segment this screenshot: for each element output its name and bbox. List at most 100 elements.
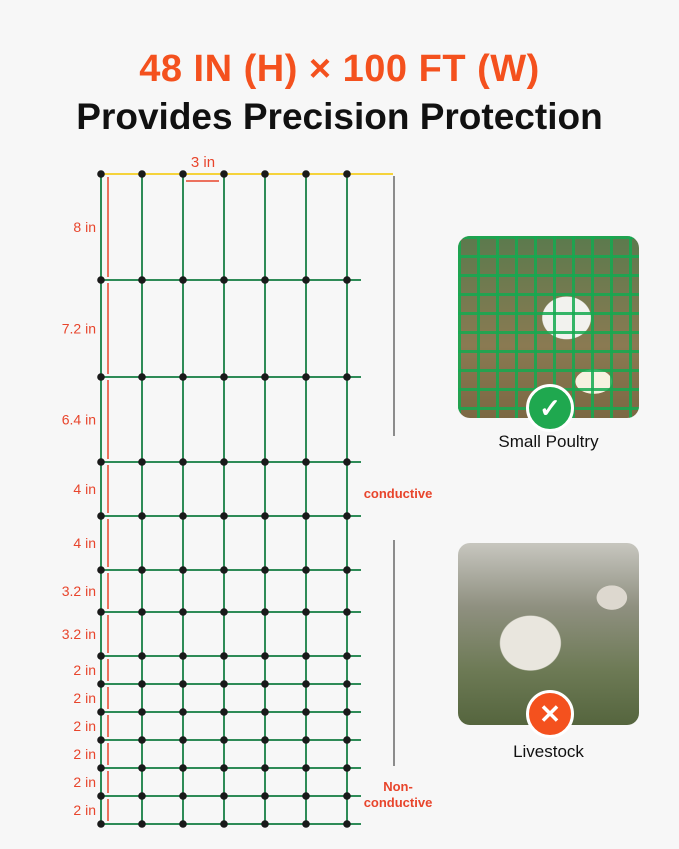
knot — [179, 276, 187, 284]
row-spacing-label: 3.2 in — [62, 583, 96, 599]
knot — [261, 512, 269, 520]
knot — [220, 373, 228, 381]
knot — [302, 652, 310, 660]
knot — [179, 652, 187, 660]
knot — [343, 608, 351, 616]
knot — [220, 708, 228, 716]
row-spacing-label: 2 in — [73, 690, 96, 706]
knot — [343, 512, 351, 520]
knot — [97, 170, 105, 178]
knot — [343, 170, 351, 178]
knot — [343, 373, 351, 381]
knot — [97, 764, 105, 772]
knot — [302, 792, 310, 800]
row-spacing-label: 7.2 in — [62, 321, 96, 337]
knot — [302, 736, 310, 744]
knot — [261, 708, 269, 716]
livestock-label: Livestock — [513, 742, 584, 761]
knot — [179, 764, 187, 772]
knot — [261, 792, 269, 800]
knot — [97, 512, 105, 520]
knot — [138, 764, 146, 772]
knot — [343, 458, 351, 466]
knot — [179, 708, 187, 716]
knot — [261, 608, 269, 616]
row-spacing-label: 2 in — [73, 774, 96, 790]
knot — [261, 373, 269, 381]
knot — [179, 608, 187, 616]
subtitle: Provides Precision Protection — [76, 96, 603, 137]
knot — [179, 512, 187, 520]
row-spacing-label: 4 in — [73, 481, 96, 497]
knot — [97, 680, 105, 688]
knot — [179, 566, 187, 574]
knot — [179, 458, 187, 466]
knot — [97, 373, 105, 381]
knot — [261, 566, 269, 574]
knot — [138, 170, 146, 178]
knot — [138, 680, 146, 688]
knot — [220, 566, 228, 574]
non-conductive-label: Non- — [383, 779, 413, 794]
row-spacing-label: 2 in — [73, 718, 96, 734]
conductive-label: conductive — [364, 486, 433, 501]
check-icon: ✓ — [526, 384, 574, 432]
knot — [138, 608, 146, 616]
knot — [138, 512, 146, 520]
knot — [220, 680, 228, 688]
non-conductive-label: conductive — [364, 795, 433, 810]
poultry-label: Small Poultry — [498, 432, 599, 451]
column-spacing-label: 3 in — [191, 154, 215, 171]
knot — [302, 373, 310, 381]
knot — [138, 736, 146, 744]
knot — [302, 566, 310, 574]
row-spacing-label: 3.2 in — [62, 626, 96, 642]
knot — [220, 764, 228, 772]
knot — [261, 736, 269, 744]
knot — [138, 566, 146, 574]
knot — [261, 820, 269, 828]
knot — [220, 276, 228, 284]
knot — [261, 680, 269, 688]
knot — [138, 373, 146, 381]
knot — [97, 608, 105, 616]
knot — [302, 512, 310, 520]
knot — [302, 764, 310, 772]
knot — [302, 608, 310, 616]
knot — [302, 708, 310, 716]
knot — [220, 820, 228, 828]
row-spacing-label: 2 in — [73, 662, 96, 678]
knot — [343, 708, 351, 716]
knot — [220, 458, 228, 466]
row-spacing-label: 8 in — [73, 219, 96, 235]
knot — [343, 652, 351, 660]
knot — [179, 170, 187, 178]
knot — [302, 680, 310, 688]
knot — [97, 820, 105, 828]
knot — [97, 458, 105, 466]
knot — [261, 170, 269, 178]
knot — [220, 608, 228, 616]
knot — [343, 820, 351, 828]
row-spacing-label: 2 in — [73, 746, 96, 762]
knot — [220, 736, 228, 744]
knot — [138, 652, 146, 660]
cross-icon: ✕ — [526, 690, 574, 738]
knot — [97, 652, 105, 660]
knot — [138, 276, 146, 284]
knot — [179, 820, 187, 828]
knot — [343, 276, 351, 284]
knot — [179, 680, 187, 688]
knot — [97, 566, 105, 574]
knot — [138, 820, 146, 828]
knot — [343, 680, 351, 688]
knot — [302, 458, 310, 466]
knot — [97, 736, 105, 744]
knot — [179, 792, 187, 800]
knot — [261, 458, 269, 466]
dimensions-title: 48 IN (H) × 100 FT (W) — [139, 48, 540, 90]
knot — [343, 792, 351, 800]
knot — [261, 276, 269, 284]
